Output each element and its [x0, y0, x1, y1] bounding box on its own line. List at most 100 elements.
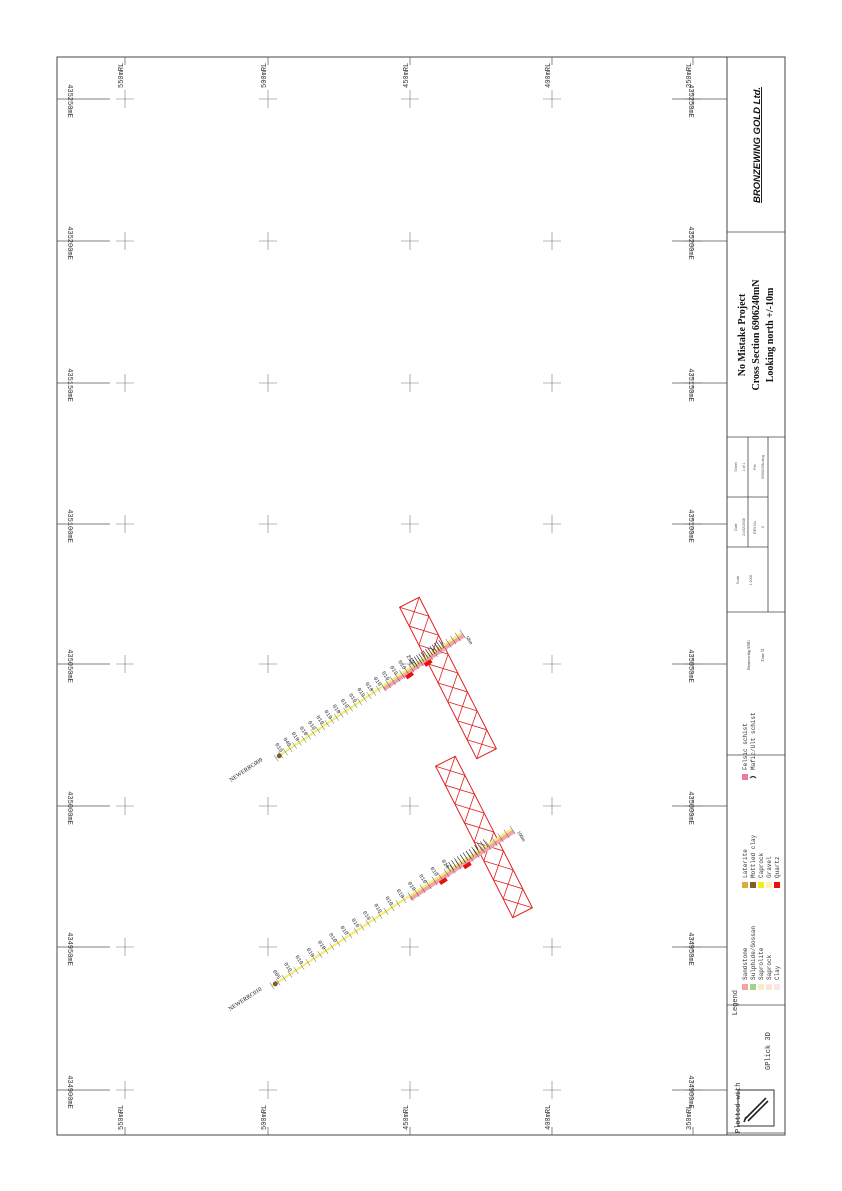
downhole-tick — [419, 884, 426, 894]
downhole-tick — [320, 723, 325, 731]
easting-label-left: 435000mE — [65, 791, 73, 825]
downhole-tick — [366, 692, 372, 699]
sample-interval — [431, 644, 438, 653]
legend-swatch — [749, 775, 757, 779]
downhole-tick — [361, 695, 367, 703]
easting-label-right: 435050mE — [686, 649, 694, 683]
easting-label-right: 435200mE — [686, 226, 694, 260]
interval-label: 010 — [372, 675, 383, 687]
sample-interval — [480, 841, 486, 850]
rl-labels-bottom: 550mRL 500mRL 450mRL 400mRL 350mRL — [118, 1105, 694, 1130]
downhole-tick — [293, 966, 299, 974]
mineralised-zones — [398, 596, 534, 919]
zone-label: Zone 51 — [760, 648, 765, 661]
rl-label-bottom: 500mRL — [261, 1105, 269, 1130]
legend-swatch — [766, 882, 772, 888]
sample-interval — [459, 854, 466, 863]
rl-label-bottom: 550mRL — [118, 1105, 126, 1130]
legend-item-label: Sulphide/Gossan — [750, 926, 757, 980]
downhole-tick — [282, 748, 288, 756]
file-label: File — [753, 464, 757, 470]
downhole-tick — [407, 892, 414, 901]
interval-label: 010 — [361, 910, 372, 922]
interval-label: 010 — [316, 939, 327, 951]
downhole-tick — [310, 729, 316, 737]
section-title: Cross Section 6906240mN — [751, 279, 762, 391]
interval-label: 010 — [388, 664, 399, 676]
sample-interval — [434, 643, 440, 651]
interval-label: 040 — [281, 736, 292, 748]
title-block-frame — [726, 56, 786, 1136]
easting-label-right: 435100mE — [686, 509, 694, 543]
downhole-tick — [317, 951, 323, 959]
downhole-tick — [347, 704, 353, 712]
pencil-icon — [743, 1097, 769, 1123]
lithology-column — [382, 633, 465, 691]
downhole-tick — [459, 629, 466, 639]
downhole-tick — [375, 685, 381, 693]
downhole-tick — [311, 955, 317, 963]
easting-label-left: 435250mE — [65, 84, 73, 118]
legend-item-label: Caprock — [758, 852, 765, 878]
downhole-tick — [394, 673, 401, 682]
interval-label: 010 — [347, 692, 358, 704]
quartz-interval — [438, 877, 448, 885]
downhole-tick — [299, 962, 305, 970]
interval-label: 010 — [428, 866, 439, 878]
downhole-tick — [359, 923, 365, 931]
date-value: 21/02/2008 — [742, 518, 746, 536]
downhole-tick — [341, 935, 347, 943]
interval-label: 010 — [338, 924, 349, 936]
interval-label: 010 — [306, 719, 317, 731]
sample-interval — [409, 659, 416, 668]
downhole-tick — [305, 958, 311, 966]
mineralised-zone-lower — [434, 755, 534, 919]
end-depth-label: 58m — [464, 636, 473, 646]
downhole-tick — [324, 720, 330, 728]
easting-label-left: 434950mE — [65, 932, 73, 966]
interval-label: 010 — [383, 895, 394, 907]
quartz-interval — [462, 861, 472, 870]
plotted-with-text: Plotted with — [735, 1083, 743, 1133]
downhole-tick — [408, 663, 415, 673]
rev-label: REV No. — [753, 520, 757, 534]
legend-panel: Legend Sandstone Sulphide/Gossan Saprolite S… — [732, 712, 781, 1015]
rl-labels-top: 550mRL 500mRL 450mRL 400mRL 350mRL — [118, 63, 694, 88]
interval-label: 010 — [406, 880, 417, 892]
legend-item-label: Mafic/Ult schist — [750, 712, 757, 770]
downhole-tick — [315, 726, 321, 734]
downhole-tick — [491, 837, 498, 846]
interval-label: 010 — [350, 917, 361, 929]
rl-label-top: 350mRL — [686, 63, 694, 88]
legend-item-label: Quartz — [774, 856, 781, 878]
info-panel: Bronzewing AMG Zone 51 Scale 1:1000 Date… — [734, 455, 765, 670]
downhole-tick — [440, 642, 447, 651]
interval-label: 010 — [327, 932, 338, 944]
rl-label-bottom: 450mRL — [403, 1105, 411, 1130]
interval-label: 010 — [440, 858, 451, 870]
sample-interval — [445, 863, 451, 872]
downhole-tick — [479, 845, 486, 854]
easting-label-left: 435200mE — [65, 226, 73, 260]
legend-swatch — [750, 984, 756, 990]
sample-interval — [462, 852, 469, 861]
quartz-interval — [423, 659, 433, 667]
grid — [57, 57, 727, 1135]
easting-labels-right: 435250mE 435200mE 435150mE 435100mE 435050mE… — [686, 84, 694, 1109]
datum-label: Bronzewing AMG — [746, 640, 751, 670]
mineralised-zone-upper — [398, 596, 498, 760]
interval-label: 010 — [282, 961, 293, 973]
legend-item-label: Sandstone — [742, 947, 749, 980]
pencil-icon-frame — [737, 1089, 775, 1127]
sample-interval — [411, 658, 418, 666]
downhole-tick — [454, 632, 461, 642]
file-value: 6906240N.dwg — [761, 455, 765, 479]
downhole-tick — [509, 825, 516, 835]
end-depth-label: 100m — [515, 831, 525, 843]
project-title: No Mistake Project — [737, 293, 748, 376]
sample-interval — [451, 860, 457, 868]
downhole-tick — [431, 648, 438, 657]
interval-label: 010 — [298, 725, 309, 737]
easting-label-right: 435150mE — [686, 368, 694, 402]
